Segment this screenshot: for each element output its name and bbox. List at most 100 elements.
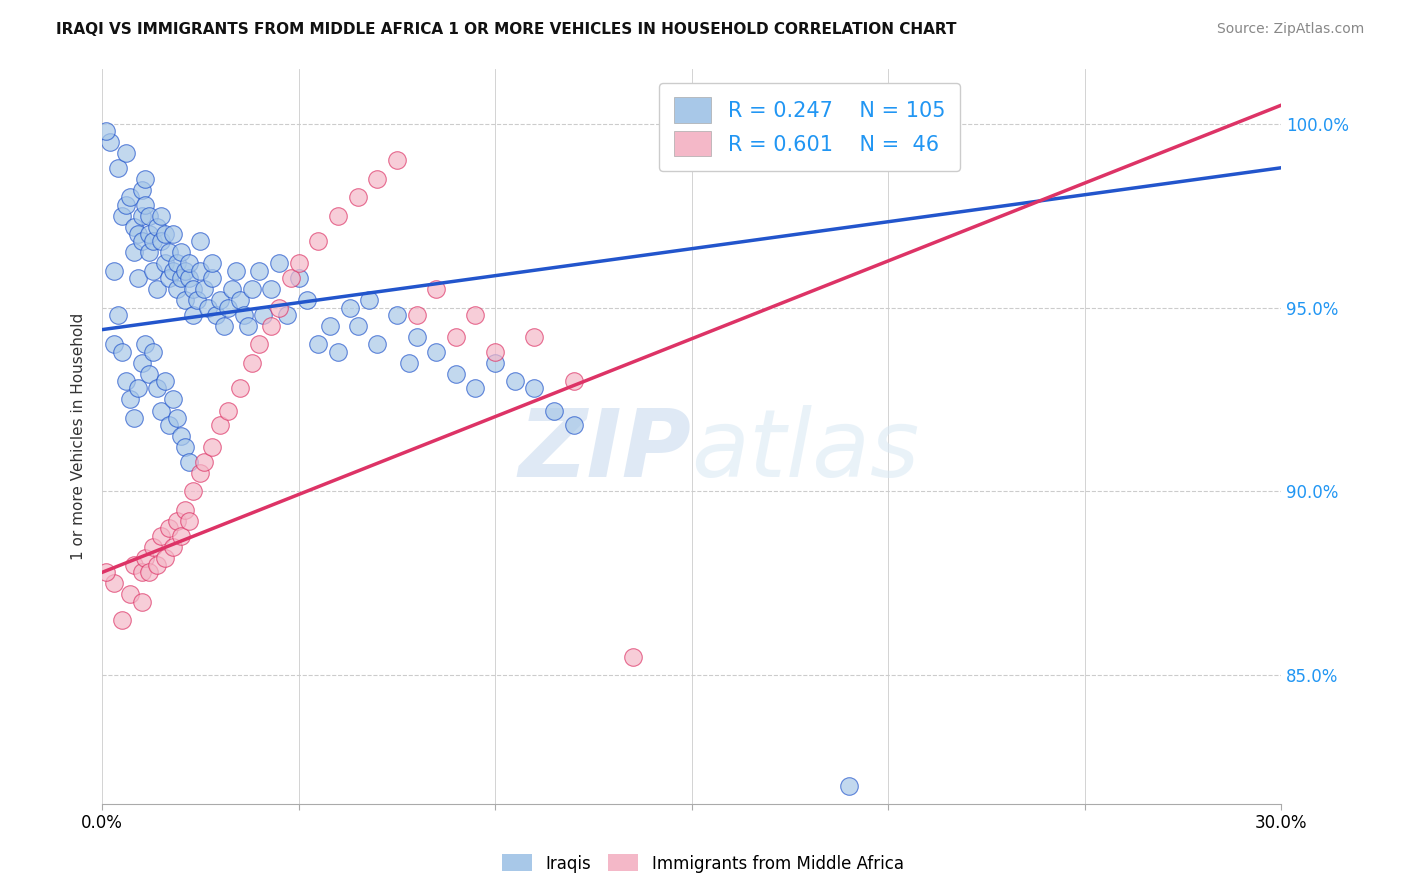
Point xyxy=(280,271,302,285)
Point xyxy=(98,135,121,149)
Point xyxy=(464,381,486,395)
Point xyxy=(205,308,228,322)
Point xyxy=(225,264,247,278)
Point xyxy=(385,153,408,168)
Point xyxy=(122,558,145,572)
Point xyxy=(186,293,208,308)
Point xyxy=(405,308,427,322)
Point xyxy=(150,209,173,223)
Point xyxy=(287,271,309,285)
Point xyxy=(131,235,153,249)
Point xyxy=(114,146,136,161)
Point xyxy=(127,271,149,285)
Point xyxy=(209,293,232,308)
Point xyxy=(366,171,388,186)
Point xyxy=(153,550,176,565)
Point xyxy=(157,418,180,433)
Point xyxy=(221,282,243,296)
Point xyxy=(236,318,259,333)
Point xyxy=(247,264,270,278)
Point xyxy=(142,344,165,359)
Point xyxy=(94,566,117,580)
Point xyxy=(157,521,180,535)
Point xyxy=(177,256,200,270)
Point xyxy=(212,318,235,333)
Point xyxy=(153,256,176,270)
Point xyxy=(190,235,212,249)
Point xyxy=(359,293,381,308)
Text: ZIP: ZIP xyxy=(519,405,692,497)
Point xyxy=(134,550,156,565)
Point xyxy=(162,227,184,241)
Point xyxy=(107,161,129,175)
Point xyxy=(162,540,184,554)
Point xyxy=(157,271,180,285)
Point xyxy=(307,337,329,351)
Point xyxy=(138,367,160,381)
Point xyxy=(193,455,215,469)
Point xyxy=(385,308,408,322)
Point xyxy=(838,779,860,793)
Point xyxy=(398,356,420,370)
Point xyxy=(146,282,169,296)
Point xyxy=(229,381,252,395)
Point xyxy=(425,344,447,359)
Legend: Iraqis, Immigrants from Middle Africa: Iraqis, Immigrants from Middle Africa xyxy=(496,847,910,880)
Point xyxy=(405,330,427,344)
Point xyxy=(157,245,180,260)
Point xyxy=(181,484,204,499)
Point xyxy=(217,301,239,315)
Point xyxy=(425,282,447,296)
Point xyxy=(197,301,219,315)
Point xyxy=(190,264,212,278)
Point xyxy=(118,392,141,407)
Point xyxy=(177,455,200,469)
Point xyxy=(166,410,188,425)
Point xyxy=(319,318,342,333)
Point xyxy=(166,514,188,528)
Point xyxy=(153,374,176,388)
Point xyxy=(146,558,169,572)
Point xyxy=(107,308,129,322)
Point xyxy=(170,429,193,443)
Point xyxy=(118,190,141,204)
Point xyxy=(94,124,117,138)
Point xyxy=(326,344,349,359)
Point xyxy=(173,293,195,308)
Point xyxy=(103,576,125,591)
Point xyxy=(201,256,224,270)
Point xyxy=(150,403,173,417)
Point xyxy=(543,403,565,417)
Point xyxy=(162,392,184,407)
Point xyxy=(153,227,176,241)
Point xyxy=(201,440,224,454)
Y-axis label: 1 or more Vehicles in Household: 1 or more Vehicles in Household xyxy=(72,312,86,560)
Point xyxy=(138,227,160,241)
Point xyxy=(103,337,125,351)
Point xyxy=(562,374,585,388)
Point xyxy=(173,264,195,278)
Point xyxy=(122,219,145,234)
Point xyxy=(166,256,188,270)
Point xyxy=(523,330,546,344)
Point xyxy=(181,282,204,296)
Point xyxy=(444,367,467,381)
Point xyxy=(111,344,134,359)
Legend: R = 0.247    N = 105, R = 0.601    N =  46: R = 0.247 N = 105, R = 0.601 N = 46 xyxy=(659,83,960,171)
Point xyxy=(209,418,232,433)
Point xyxy=(114,197,136,211)
Point xyxy=(170,528,193,542)
Point xyxy=(260,318,283,333)
Point xyxy=(346,318,368,333)
Point xyxy=(134,171,156,186)
Point xyxy=(523,381,546,395)
Point xyxy=(917,124,939,138)
Point xyxy=(138,566,160,580)
Point xyxy=(252,308,274,322)
Point xyxy=(240,282,263,296)
Point xyxy=(103,264,125,278)
Point xyxy=(131,356,153,370)
Point xyxy=(444,330,467,344)
Point xyxy=(170,271,193,285)
Point xyxy=(326,209,349,223)
